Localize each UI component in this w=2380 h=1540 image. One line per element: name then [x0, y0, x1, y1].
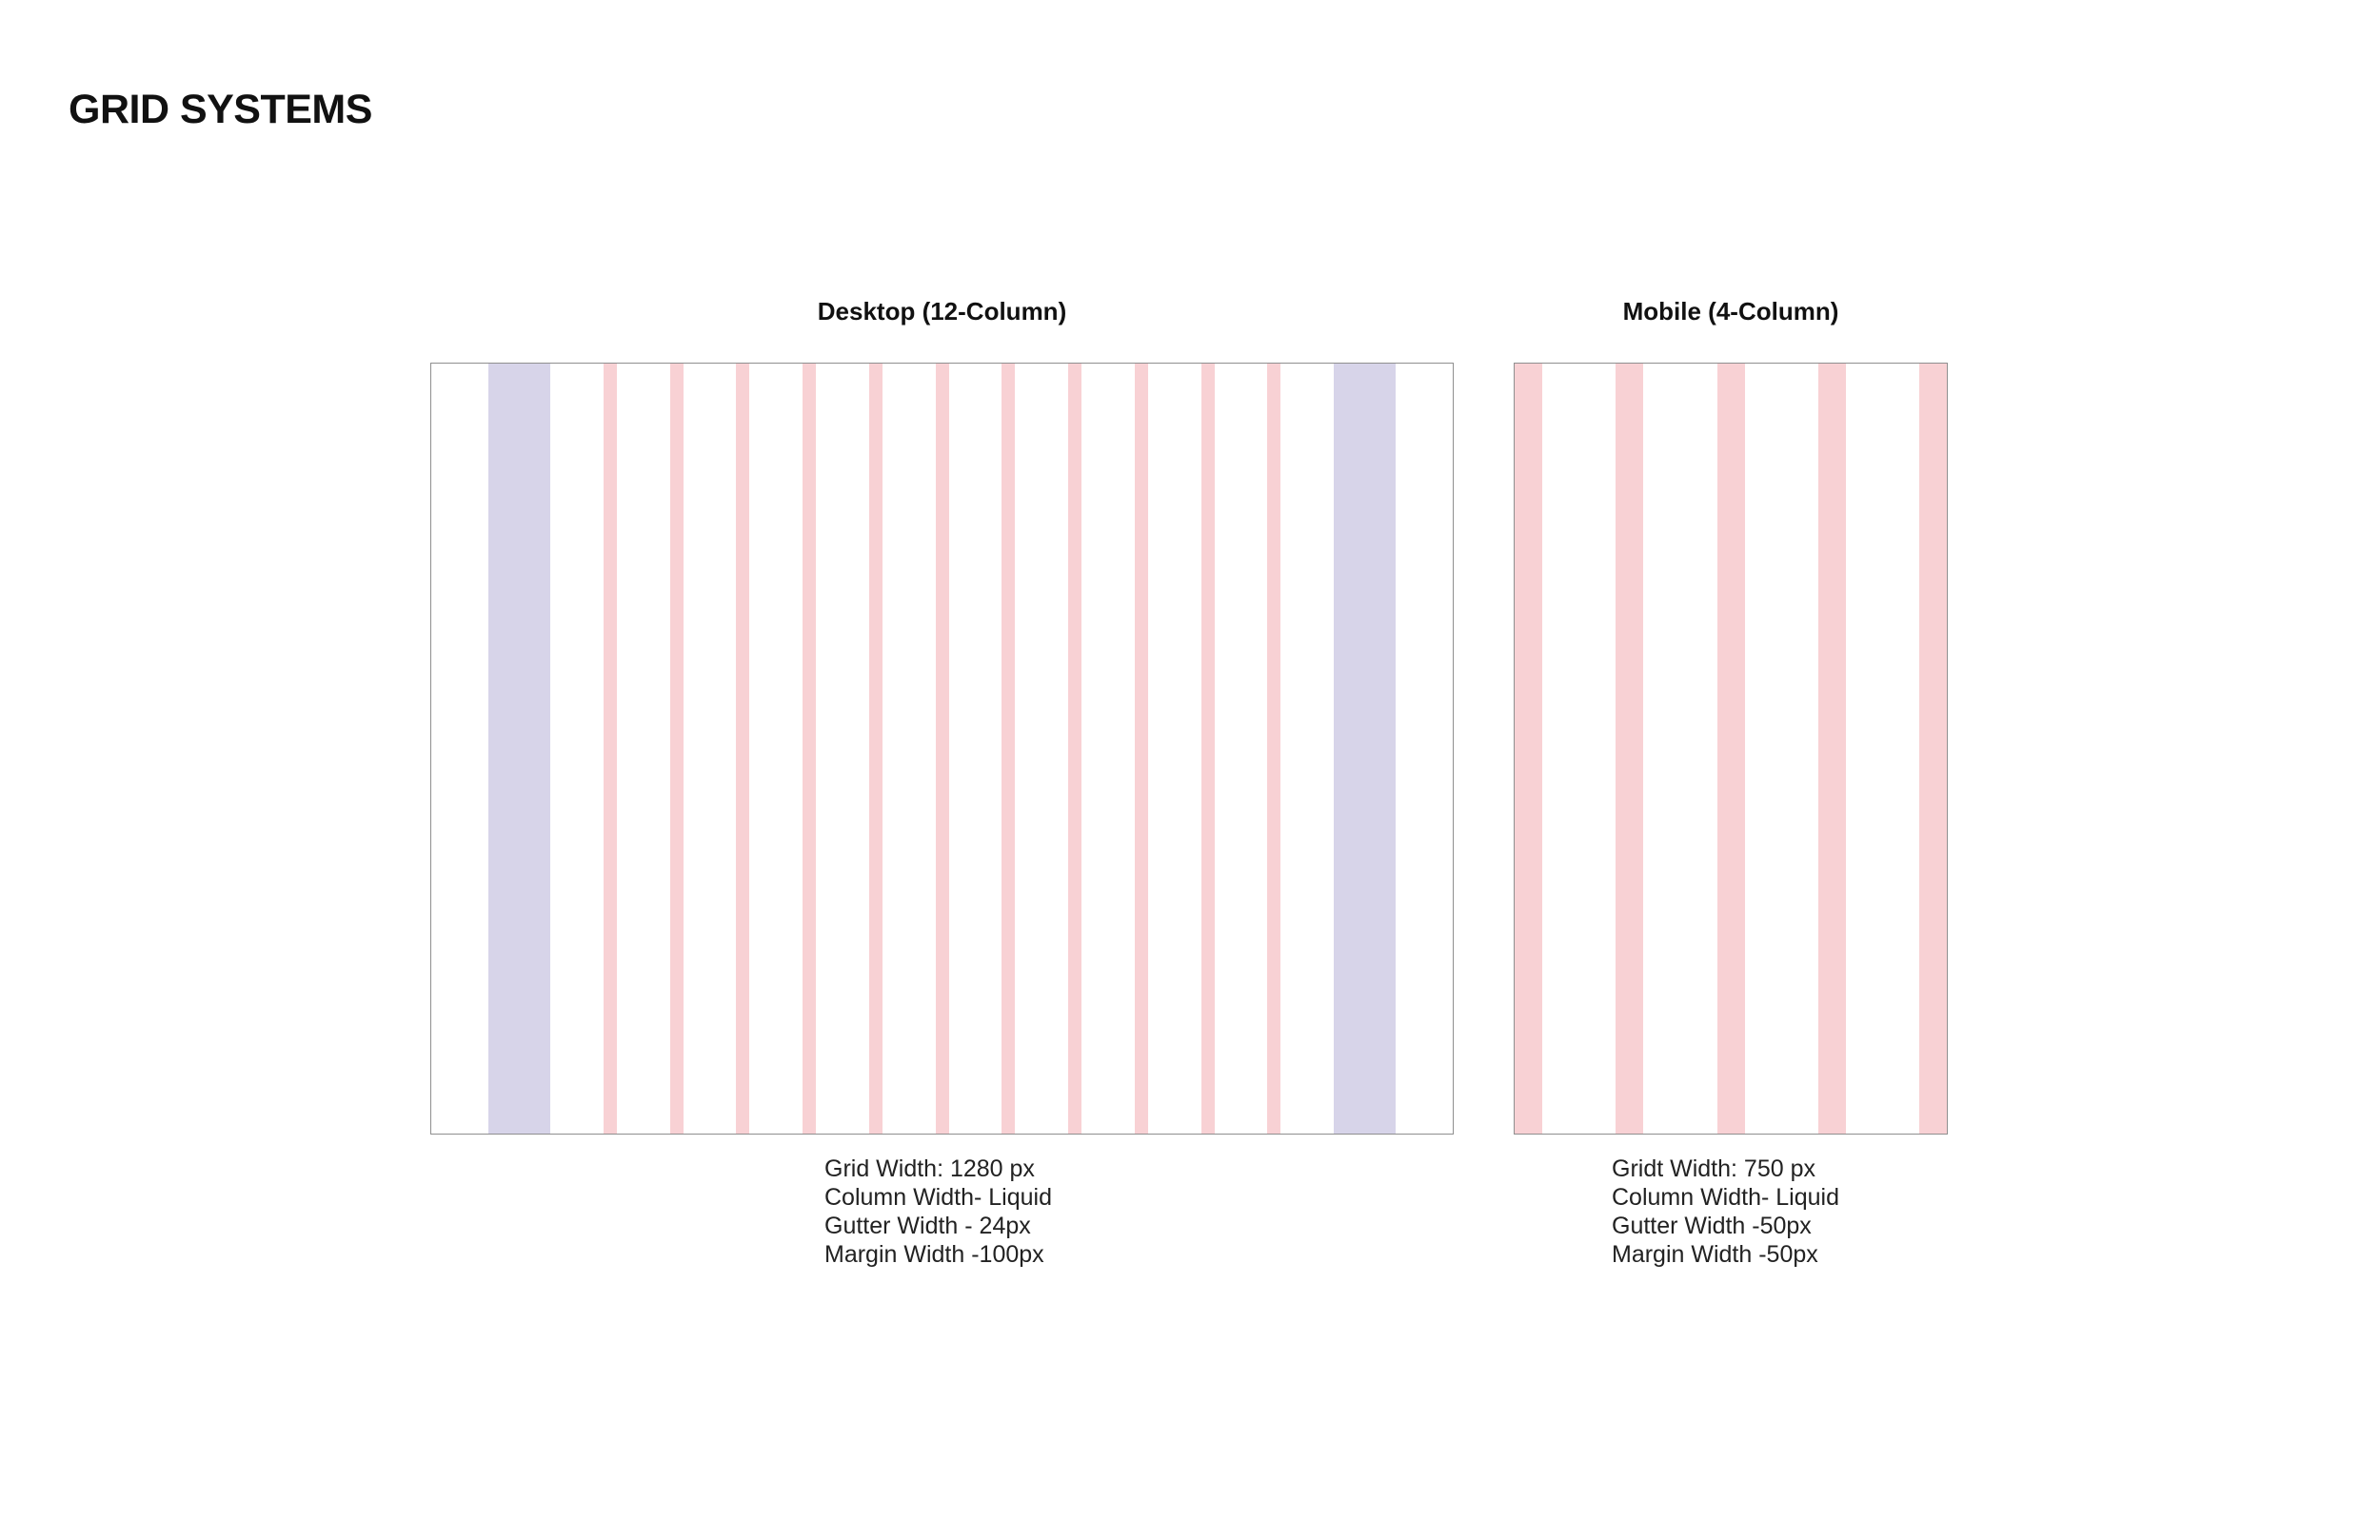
mobile-grid-label: Mobile (4-Column): [1622, 297, 1839, 326]
mobile-spec-gutter-width: Gutter Width -50px: [1612, 1213, 1812, 1239]
desktop-spec-column-width: Column Width- Liquid: [824, 1184, 1052, 1211]
desktop-spec-gutter-width: Gutter Width - 24px: [824, 1213, 1031, 1239]
desktop-gutter-stripe: [1068, 364, 1081, 1134]
desktop-column: [1015, 364, 1068, 1134]
desktop-spec-margin-width: Margin Width -100px: [824, 1241, 1044, 1268]
mobile-spec-grid-width: Gridt Width: 750 px: [1612, 1155, 1815, 1182]
desktop-gutter-stripe: [868, 364, 883, 1134]
desktop-gutter-stripe: [1002, 364, 1016, 1134]
desktop-grid-box: [430, 363, 1454, 1135]
desktop-gutter-stripe: [669, 364, 684, 1134]
mobile-column: [1643, 364, 1717, 1134]
desktop-gutter-stripe: [736, 364, 750, 1134]
desktop-gutter-stripe: [1200, 364, 1215, 1134]
desktop-gutter-stripe: [1134, 364, 1148, 1134]
desktop-column: [948, 364, 1002, 1134]
desktop-left-edge-space: [431, 364, 488, 1134]
mobile-column: [1845, 364, 1919, 1134]
mobile-gutter-stripe: [1716, 364, 1745, 1134]
desktop-column: [1280, 364, 1334, 1134]
desktop-column: [1081, 364, 1135, 1134]
desktop-spec-grid-width: Grid Width: 1280 px: [824, 1155, 1035, 1182]
mobile-column: [1542, 364, 1616, 1134]
page-title: GRID SYSTEMS: [69, 86, 372, 132]
desktop-column: [1214, 364, 1268, 1134]
desktop-gutter-stripe: [935, 364, 949, 1134]
desktop-left-margin-stripe: [488, 364, 550, 1134]
desktop-right-margin-stripe: [1334, 364, 1396, 1134]
desktop-gutter-stripe: [1267, 364, 1281, 1134]
desktop-grid-specs: Grid Width: 1280 px Column Width- Liquid…: [824, 1155, 1052, 1269]
mobile-column: [1744, 364, 1818, 1134]
mobile-left-margin-stripe: [1515, 364, 1542, 1134]
desktop-column: [550, 364, 604, 1134]
mobile-gutter-stripe: [1616, 364, 1644, 1134]
mobile-grid-specs: Gridt Width: 750 px Column Width- Liquid…: [1612, 1155, 1839, 1269]
desktop-gutter-stripe: [803, 364, 816, 1134]
desktop-column: [749, 364, 803, 1134]
desktop-right-edge-space: [1396, 364, 1453, 1134]
mobile-grid-box: [1514, 363, 1948, 1135]
mobile-right-margin-stripe: [1919, 364, 1947, 1134]
desktop-column: [816, 364, 869, 1134]
desktop-gutter-stripe: [603, 364, 617, 1134]
desktop-grid-label: Desktop (12-Column): [817, 297, 1067, 326]
desktop-column: [616, 364, 670, 1134]
desktop-column: [1147, 364, 1201, 1134]
mobile-spec-column-width: Column Width- Liquid: [1612, 1184, 1839, 1211]
desktop-column: [683, 364, 737, 1134]
desktop-column: [882, 364, 936, 1134]
mobile-spec-margin-width: Margin Width -50px: [1612, 1241, 1818, 1268]
mobile-gutter-stripe: [1817, 364, 1846, 1134]
